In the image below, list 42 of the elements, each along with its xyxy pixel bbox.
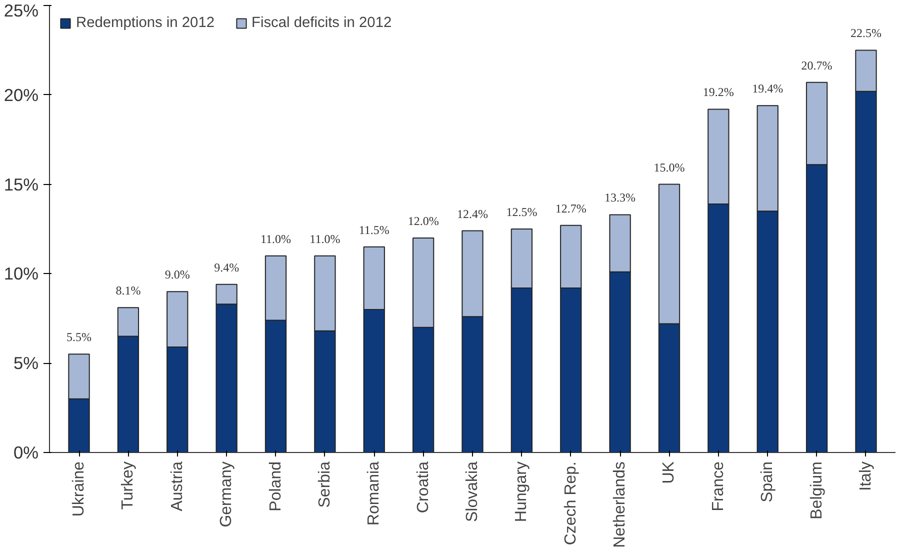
total-label: 9.0% (164, 268, 190, 282)
total-label: 12.0% (408, 214, 439, 228)
x-tick-label: Poland (267, 461, 284, 512)
x-tick-label: Netherlands (612, 461, 629, 548)
total-label: 19.2% (702, 85, 734, 100)
y-tick-label: 25% (4, 0, 39, 20)
x-tick-label: Croatia (414, 461, 432, 514)
x-tick-label: Austria (168, 461, 186, 512)
x-tick-label: Spain (759, 462, 776, 502)
total-label: 9.4% (214, 260, 240, 274)
x-tick-label: Italy (857, 462, 874, 491)
total-label: 12.7% (555, 201, 586, 216)
total-label: 12.4% (457, 206, 488, 221)
x-tick-label: Ukraine (70, 461, 88, 517)
total-label: 11.0% (260, 232, 292, 246)
total-label: 11.5% (358, 222, 390, 237)
y-tick-label: 15% (4, 174, 39, 194)
y-tick-label: 5% (13, 353, 38, 374)
total-label: 15.0% (654, 160, 685, 174)
y-tick-label: 10% (4, 264, 39, 284)
x-tick-label: Czech Rep. (562, 462, 580, 546)
total-label: 5.5% (66, 330, 92, 344)
legend-label: Fiscal deficits in 2012 (252, 15, 392, 31)
total-label: 8.1% (116, 284, 141, 298)
total-label: 20.7% (801, 58, 832, 72)
total-label: 12.5% (506, 205, 538, 219)
x-tick-label: UK (660, 461, 678, 484)
y-tick-label: 0% (13, 442, 38, 462)
total-label: 19.4% (752, 82, 784, 96)
x-tick-label: Hungary (513, 461, 530, 522)
x-tick-label: Germany (218, 462, 236, 528)
total-label: 11.0% (310, 232, 340, 246)
total-label: 22.5% (850, 26, 882, 40)
x-tick-label: Belgium (808, 461, 826, 520)
x-tick-label: Serbia (316, 461, 334, 508)
x-tick-label: Turkey (120, 461, 137, 510)
x-tick-label: Romania (366, 461, 383, 526)
y-tick-label: 20% (4, 84, 39, 105)
total-label: 13.3% (604, 190, 636, 205)
x-tick-label: France (710, 461, 727, 512)
x-tick-label: Slovakia (464, 461, 481, 522)
legend-label: Redemptions in 2012 (76, 15, 215, 31)
